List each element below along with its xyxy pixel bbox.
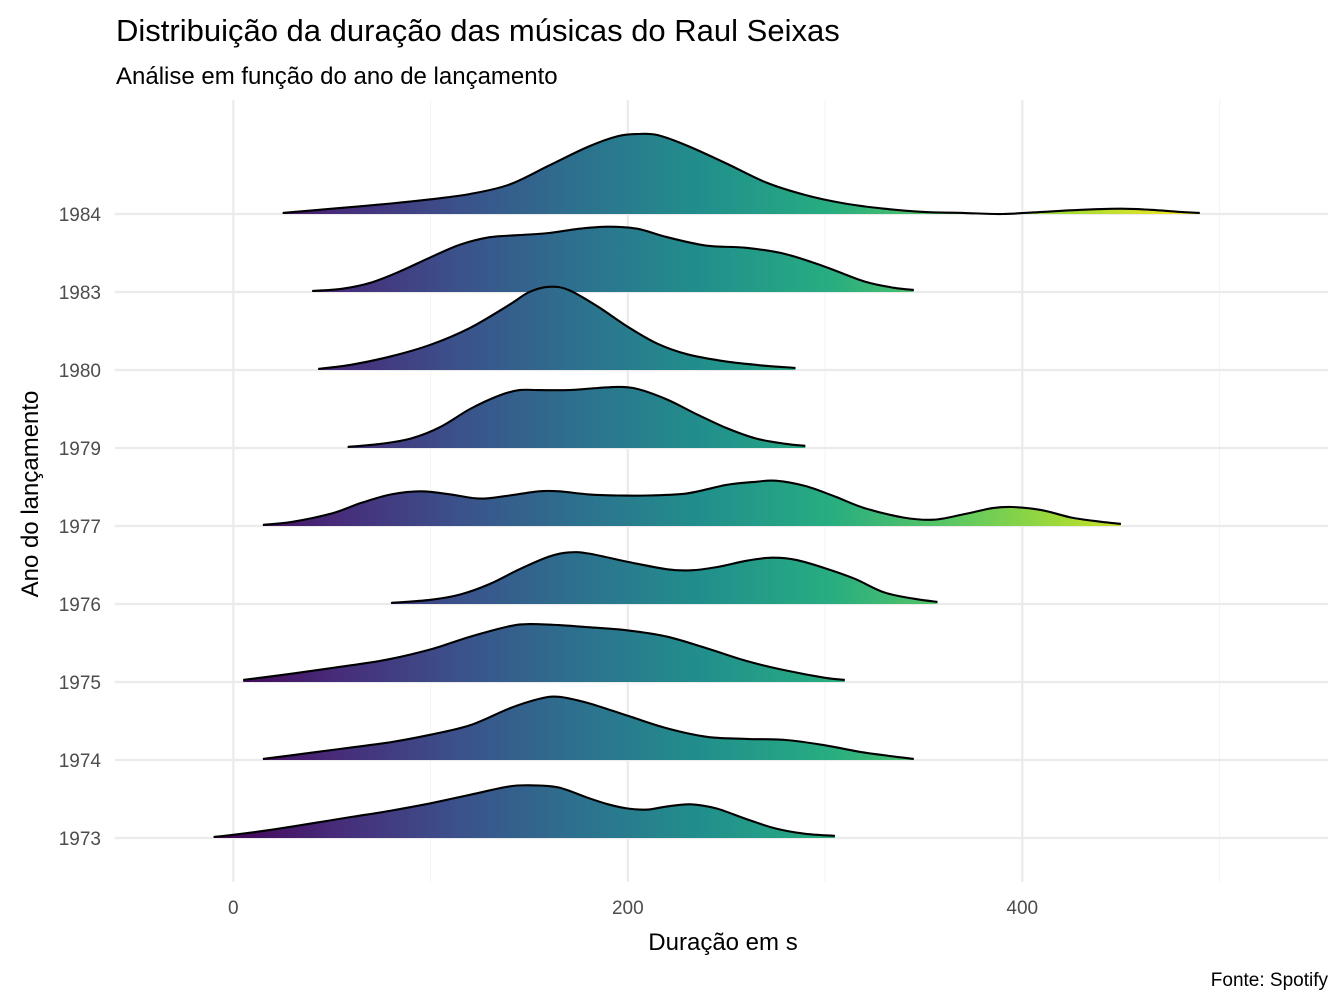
ridge-1983 bbox=[312, 225, 914, 292]
ridge-outline-1979 bbox=[347, 385, 806, 448]
x-tick-label: 0 bbox=[228, 898, 239, 919]
ridges bbox=[213, 132, 1200, 838]
ridge-outline-1977 bbox=[262, 479, 1122, 526]
y-axis-title: Ano do lançamento bbox=[17, 391, 44, 598]
y-tick-label: 1976 bbox=[59, 595, 101, 616]
ridge-fill-1974 bbox=[262, 696, 914, 760]
ridge-1984 bbox=[282, 132, 1200, 216]
ridge-fill-1975 bbox=[243, 624, 845, 682]
ridge-fill-1984 bbox=[282, 133, 1200, 215]
chart-title: Distribuição da duração das músicas do R… bbox=[116, 13, 840, 48]
x-tick-label: 200 bbox=[612, 898, 644, 919]
ridge-fill-1977 bbox=[262, 480, 1121, 526]
ridge-outline-1976 bbox=[391, 551, 938, 604]
y-tick-label: 1984 bbox=[59, 205, 102, 226]
y-tick-label: 1980 bbox=[59, 361, 101, 382]
y-tick-label: 1977 bbox=[59, 517, 101, 538]
ridge-1973 bbox=[213, 784, 835, 838]
ridge-fill-1980 bbox=[318, 286, 796, 370]
y-tick-label: 1983 bbox=[59, 283, 101, 304]
y-axis-ticks: 1973 1974 1975 1976 1977 1979 1980 1983 1984 bbox=[59, 205, 102, 850]
ridge-outline-1984 bbox=[282, 132, 1200, 216]
ridge-outline-1983 bbox=[312, 225, 914, 292]
ridge-fill-1979 bbox=[347, 386, 806, 448]
ridge-outline-1974 bbox=[262, 695, 914, 760]
ridge-fill-1976 bbox=[391, 552, 938, 604]
x-axis-title: Duração em s bbox=[648, 929, 797, 956]
ridge-1975 bbox=[243, 623, 845, 682]
y-tick-label: 1979 bbox=[59, 439, 101, 460]
x-axis-ticks: 0 200 400 bbox=[228, 898, 1038, 919]
ridge-1977 bbox=[262, 479, 1122, 526]
y-tick-label: 1974 bbox=[59, 751, 102, 772]
ridge-outline-1980 bbox=[318, 285, 796, 370]
chart-subtitle: Análise em função do ano de lançamento bbox=[116, 63, 558, 90]
ridge-fill-1973 bbox=[213, 785, 835, 838]
ridge-fill-1983 bbox=[312, 226, 914, 292]
chart-caption: Fonte: Spotify bbox=[1211, 970, 1329, 991]
y-tick-label: 1975 bbox=[59, 673, 101, 694]
ridge-outline-1975 bbox=[243, 623, 845, 681]
ridge-1974 bbox=[262, 695, 914, 760]
x-tick-label: 400 bbox=[1006, 898, 1038, 919]
y-tick-label: 1973 bbox=[59, 829, 101, 850]
ridge-1976 bbox=[391, 551, 938, 604]
ridge-1980 bbox=[318, 285, 796, 370]
ridge-1979 bbox=[347, 385, 806, 448]
ridge-outline-1973 bbox=[213, 784, 835, 838]
